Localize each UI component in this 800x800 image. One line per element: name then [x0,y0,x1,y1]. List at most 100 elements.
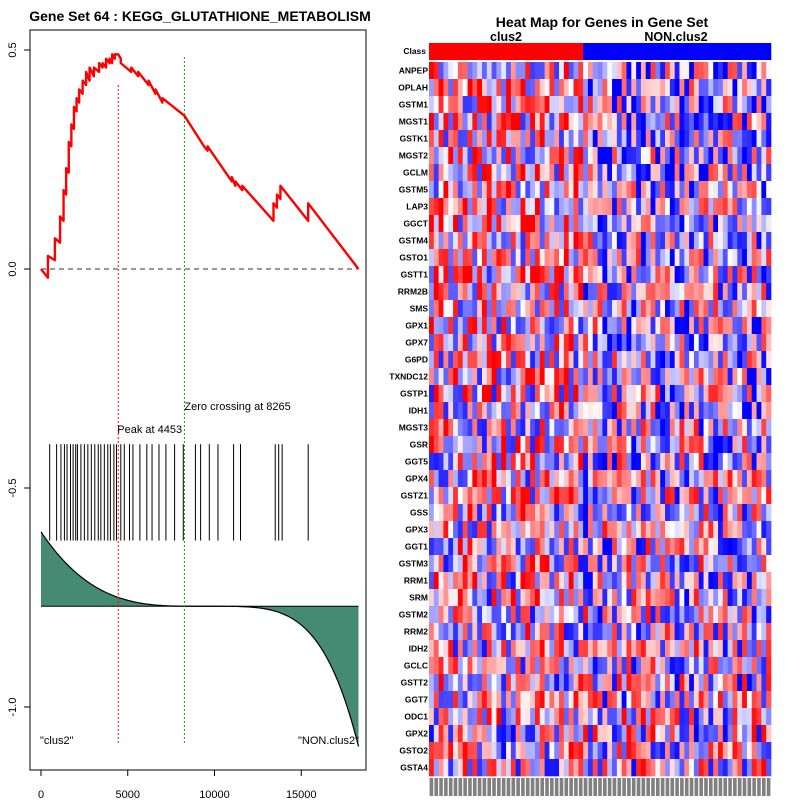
heat-map-cell [684,538,690,556]
heat-map-cell [568,249,574,267]
heat-map-cell [587,385,594,403]
heat-map-cell [510,79,517,97]
heat-map-cell [539,419,545,437]
heat-map-cell [573,300,579,318]
heat-map-cell [689,708,695,726]
heat-map-cell [453,708,459,726]
heat-map-cell [756,674,762,692]
heat-map-cell [501,521,507,539]
heat-map-cell [549,555,555,573]
heat-map-cell [477,640,483,658]
heat-map-cell [650,674,656,692]
heat-map-cell [515,96,521,114]
heat-map-cell [655,300,661,318]
heat-map-cell [544,283,550,301]
heat-map-cell [607,113,613,131]
heat-map-cell [660,521,666,539]
heat-map-cell [539,487,545,505]
heat-map-cell [718,164,724,182]
heat-map-cell [674,555,680,573]
heat-map-cell [665,640,671,658]
heat-map-cell [578,674,584,692]
heat-map-cell [563,402,570,420]
heat-map-cell [732,79,738,97]
heat-map-cell [708,606,714,624]
heat-map-cell [506,79,512,97]
heat-map-cell [746,623,753,641]
heat-map-cell [549,470,555,488]
heat-map-cell [665,368,671,386]
heat-map-cell [563,725,570,743]
heat-map-cell [448,640,454,658]
heat-map-cell [559,487,565,505]
heat-map-cell [462,130,468,148]
heat-map-cell [573,572,579,590]
heat-map-cell [515,657,521,675]
heat-map-cell [645,164,651,182]
heat-map-cell [756,504,762,522]
heat-map-cell [722,708,728,726]
heat-map-cell [563,504,570,522]
heat-map-cell [722,79,728,97]
heat-map-cell [669,589,676,607]
heat-map-cell [578,300,584,318]
heat-map-cell [607,742,613,760]
heat-map-cell [534,79,541,97]
heat-map-cell [467,96,473,114]
heat-map-cell [433,266,439,284]
heat-map-cell [689,674,695,692]
heat-map-cell [621,283,627,301]
heat-map-cell [448,538,454,556]
heat-map-cell [534,521,541,539]
heat-map-cell [554,334,560,352]
heat-map-cell [766,283,772,301]
heat-map-cell [732,317,738,335]
heat-map-cell [650,759,656,777]
sample-label [429,778,434,796]
heat-map-cell [520,504,526,522]
heat-map-cell [756,164,762,182]
heat-map-cell [530,436,536,454]
heat-map-cell [761,334,767,352]
heat-map-cell [592,164,598,182]
heat-map-cell [636,742,642,760]
heat-map-cell [616,147,623,165]
heat-map-cell [563,538,570,556]
heat-map-cell [732,725,738,743]
heat-map-cell [477,504,483,522]
heat-map-cell [761,249,767,267]
heat-map-cell [568,402,574,420]
heat-map-cell [448,198,454,216]
heat-map-cell [751,742,757,760]
heat-map-cell [626,538,632,556]
heat-map-cell [525,300,531,318]
heat-map-cell [650,198,656,216]
heat-map-cell [443,589,449,607]
heat-map-cell [477,130,483,148]
heat-map-cell [742,113,748,131]
heat-map-cell [660,402,666,420]
heat-map-cell [587,453,594,471]
heat-map-cell [462,572,468,590]
heat-map-cell [453,623,459,641]
heat-map-cell [607,232,613,250]
heat-map-cell [756,419,762,437]
heat-map-cell [679,657,685,675]
sample-label [680,778,684,796]
heat-map-cell [732,470,738,488]
heat-map-cell [506,249,512,267]
heat-map-cell [756,181,762,199]
heat-map-cell [443,504,449,522]
heat-map-cell [457,555,464,573]
heat-map-cell [616,130,623,148]
heat-map-cell [708,79,714,97]
heat-map-cell [496,147,502,165]
heat-map-cell [429,232,435,250]
heat-map-cell [568,147,574,165]
heat-map-cell [559,283,565,301]
heat-map-cell [559,725,565,743]
heat-map-cell [689,232,695,250]
heat-map-cell [713,470,719,488]
heat-map-cell [443,232,449,250]
reference-lines [41,57,359,745]
